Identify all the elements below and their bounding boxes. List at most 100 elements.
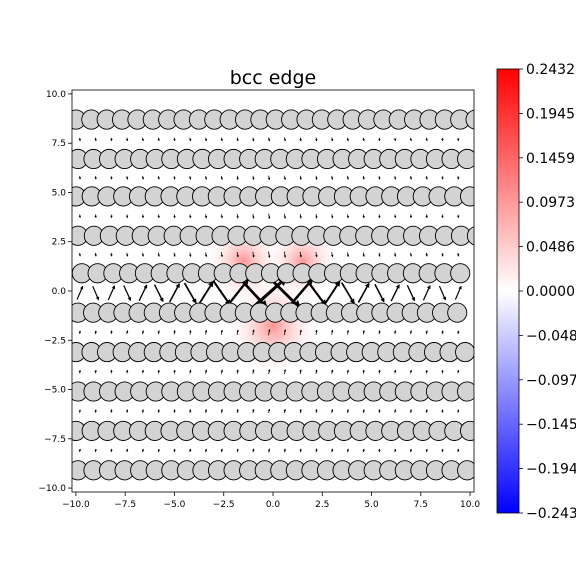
arrow-79 <box>141 252 145 257</box>
arrow-198 <box>441 409 444 413</box>
arrow-62 <box>267 213 271 219</box>
arrow-54 <box>141 214 145 219</box>
arrow-18 <box>362 137 365 142</box>
arrow-58 <box>204 214 208 219</box>
y-tick-label: −5.0 <box>44 386 66 396</box>
arrow-75 <box>78 252 82 257</box>
arrow-0 <box>78 137 81 142</box>
arrow-202 <box>110 448 113 453</box>
arrow-183 <box>204 409 208 413</box>
arrow-103 <box>123 285 132 302</box>
atom-104 <box>466 226 474 246</box>
arrow-40 <box>315 175 318 180</box>
arrow-76 <box>94 252 97 257</box>
colorbar-tick-label: 0.0000 <box>526 284 575 300</box>
x-tick-label: 2.5 <box>315 500 329 510</box>
arrow-206 <box>173 448 176 453</box>
colorbar-tick-label: 0.0486 <box>526 240 575 256</box>
arrow-164 <box>299 369 302 374</box>
arrow-96 <box>409 252 413 257</box>
arrow-10 <box>236 137 239 142</box>
arrow-203 <box>125 448 129 453</box>
arrow-36 <box>252 175 255 181</box>
arrow-6 <box>173 137 176 142</box>
arrow-65 <box>315 214 318 219</box>
arrow-169 <box>378 369 381 374</box>
arrow-136 <box>252 329 255 336</box>
arrow-25 <box>78 176 82 180</box>
arrow-150 <box>78 369 82 374</box>
arrow-193 <box>362 409 365 413</box>
arrow-24 <box>456 137 460 142</box>
arrow-94 <box>378 252 381 257</box>
arrow-121 <box>406 285 416 302</box>
arrow-71 <box>409 214 413 219</box>
atom-233 <box>460 420 474 441</box>
atom-129 <box>450 263 471 284</box>
arrow-178 <box>125 409 129 413</box>
arrow-107 <box>183 282 197 304</box>
arrow-89 <box>299 251 302 258</box>
arrow-102 <box>107 285 116 301</box>
arrow-214 <box>299 448 302 453</box>
colorbar-tick-label: −0.0973 <box>526 373 576 389</box>
colorbar-tick-label: 0.0973 <box>526 195 575 211</box>
arrow-163 <box>283 369 287 375</box>
arrow-106 <box>168 283 181 303</box>
arrow-162 <box>267 369 271 375</box>
x-tick-label: 0.0 <box>266 500 281 510</box>
arrow-51 <box>94 214 97 219</box>
arrow-205 <box>157 448 160 453</box>
arrow-12 <box>267 137 271 142</box>
x-tick-label: −2.5 <box>213 500 235 510</box>
arrow-63 <box>283 213 287 219</box>
arrow-13 <box>283 137 286 142</box>
arrow-31 <box>173 175 176 180</box>
arrow-39 <box>299 175 302 181</box>
arrow-146 <box>409 330 413 335</box>
x-tick-label: 5.0 <box>364 500 379 510</box>
arrow-197 <box>425 409 428 413</box>
arrow-78 <box>125 252 129 257</box>
arrow-104 <box>138 284 148 302</box>
arrow-115 <box>306 279 327 307</box>
displacement-arrows <box>76 137 462 453</box>
arrow-52 <box>110 214 113 219</box>
atom-181 <box>455 342 474 363</box>
arrow-90 <box>315 252 318 258</box>
arrow-21 <box>409 137 413 142</box>
arrow-38 <box>283 175 287 181</box>
arrow-15 <box>315 137 318 142</box>
arrow-17 <box>346 137 350 142</box>
arrow-59 <box>220 214 223 219</box>
colorbar: 0.2432 0.1945 0.1459 0.0973 0.0486 0.0000 −0.0… <box>496 62 576 522</box>
arrow-74 <box>456 214 460 219</box>
arrow-108 <box>198 281 214 305</box>
arrow-48 <box>441 176 444 180</box>
arrow-20 <box>393 137 397 142</box>
y-tick-label: −10.0 <box>38 484 66 494</box>
arrow-168 <box>362 369 365 374</box>
arrow-100 <box>76 285 84 300</box>
arrow-66 <box>330 214 334 219</box>
arrow-83 <box>204 252 208 258</box>
arrow-215 <box>315 448 318 453</box>
plot-area <box>72 90 474 492</box>
arrow-130 <box>157 330 160 335</box>
colorbar-gradient <box>496 68 520 514</box>
colorbar-tick-label: −0.2432 <box>526 506 576 522</box>
arrow-173 <box>441 369 444 374</box>
arrow-22 <box>425 137 428 142</box>
arrow-42 <box>346 175 350 180</box>
arrow-216 <box>330 448 334 453</box>
y-tick-label: 10.0 <box>46 90 66 100</box>
arrow-129 <box>141 330 145 335</box>
arrow-156 <box>173 369 176 374</box>
arrow-28 <box>125 176 129 180</box>
y-tick-label: −2.5 <box>44 336 66 346</box>
atoms <box>72 109 474 481</box>
arrow-196 <box>409 409 413 413</box>
arrow-219 <box>378 448 381 453</box>
arrow-68 <box>362 214 365 219</box>
